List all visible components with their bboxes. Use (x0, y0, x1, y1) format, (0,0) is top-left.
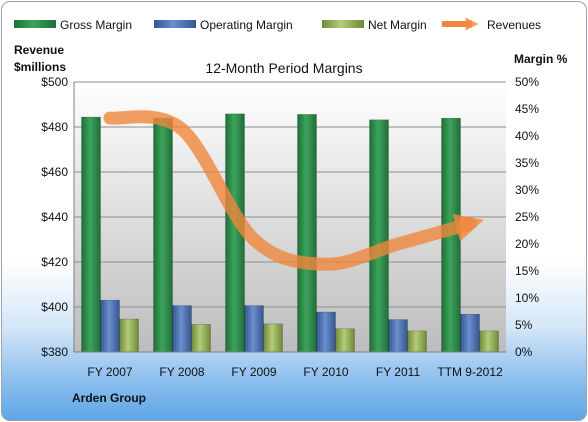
left-tick-label: $420 (41, 255, 68, 269)
right-tick-label: 0% (515, 345, 533, 359)
right-tick-label: 15% (515, 264, 539, 278)
bar-net-margin (263, 323, 283, 353)
category-label: TTM 9-2012 (437, 365, 503, 379)
bar-operating-margin (100, 299, 120, 353)
left-tick-label: $460 (41, 165, 68, 179)
right-tick-label: 45% (515, 102, 539, 116)
legend-label-operating-margin: Operating Margin (200, 18, 293, 32)
left-tick-label: $500 (41, 75, 68, 89)
left-tick-label: $400 (41, 300, 68, 314)
revenue-line (103, 110, 484, 271)
right-axis-title: Margin % (514, 52, 568, 66)
right-tick-label: 10% (515, 291, 539, 305)
bar-net-margin (335, 328, 355, 353)
right-tick-label: 30% (515, 183, 539, 197)
legend-item-operating-margin: Operating Margin (154, 18, 293, 32)
bar-net-margin (191, 324, 211, 353)
category-label: FY 2010 (303, 365, 348, 379)
bar-operating-margin (244, 305, 264, 353)
left-tick-label: $440 (41, 210, 68, 224)
right-tick-label: 50% (515, 75, 539, 89)
legend-swatch-operating-margin (154, 20, 196, 28)
bar-operating-margin (388, 319, 408, 353)
bar-net-margin (407, 330, 427, 353)
bar-gross-margin (81, 116, 101, 353)
category-label: FY 2007 (87, 365, 132, 379)
right-tick-label: 20% (515, 237, 539, 251)
legend-item-gross-margin: Gross Margin (14, 18, 132, 32)
left-tick-label: $480 (41, 120, 68, 134)
category-label: FY 2008 (159, 365, 204, 379)
bar-operating-margin (316, 311, 336, 353)
legend-label-revenues: Revenues (487, 18, 541, 32)
category-label: FY 2009 (231, 365, 276, 379)
bar-operating-margin (172, 305, 192, 353)
legend-label-gross-margin: Gross Margin (60, 18, 132, 32)
bar-operating-margin (460, 313, 480, 353)
bar-gross-margin (297, 114, 317, 353)
company-name: Arden Group (72, 391, 146, 405)
left-tick-label: $380 (41, 345, 68, 359)
legend-item-net-margin: Net Margin (322, 18, 427, 32)
left-axis-ticks: $380 $400 $420 $440 $460 $480 $500 (41, 75, 68, 359)
legend-swatch-gross-margin (14, 20, 56, 28)
right-tick-label: 25% (515, 210, 539, 224)
revenue-line-path (103, 110, 484, 271)
legend-item-revenues: Revenues (442, 17, 541, 32)
right-tick-label: 5% (515, 318, 533, 332)
chart-title: 12-Month Period Margins (205, 60, 362, 76)
bar-gross-margin (153, 117, 173, 353)
bar-net-margin (479, 330, 499, 353)
category-labels: FY 2007 FY 2008 FY 2009 FY 2010 FY 2011 TTM 9… (87, 365, 503, 379)
right-axis-ticks: 0% 5% 10% 15% 20% 25% 30% 35% 40% 45% 50% (515, 75, 539, 359)
category-label: FY 2011 (376, 365, 421, 379)
right-tick-label: 35% (515, 156, 539, 170)
bar-gross-margin (369, 119, 389, 353)
right-tick-label: 40% (515, 129, 539, 143)
legend-label-net-margin: Net Margin (368, 18, 427, 32)
legend-swatch-net-margin (322, 20, 364, 28)
left-axis-title-line2: $millions (14, 60, 66, 74)
left-axis-title-line1: Revenue (14, 43, 64, 57)
bar-net-margin (119, 318, 139, 353)
legend: Gross Margin Operating Margin Net Margin… (14, 17, 541, 32)
